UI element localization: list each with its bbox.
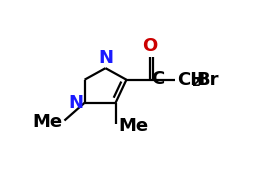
Text: N: N: [98, 49, 113, 67]
Text: O: O: [141, 37, 157, 55]
Text: Me: Me: [117, 117, 147, 135]
Text: 2: 2: [192, 76, 200, 89]
Text: CH: CH: [176, 71, 204, 89]
Text: C: C: [151, 70, 164, 88]
Text: Br: Br: [195, 71, 218, 89]
Text: N: N: [68, 94, 83, 112]
Text: Me: Me: [33, 113, 63, 131]
